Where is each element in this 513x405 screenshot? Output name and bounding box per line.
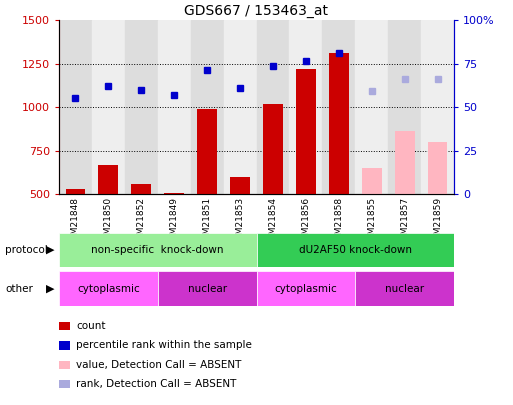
Bar	[355, 271, 454, 306]
Text: cytoplasmic: cytoplasmic	[77, 284, 140, 294]
Bar	[256, 271, 355, 306]
Bar	[256, 233, 454, 267]
Bar	[362, 168, 382, 194]
Bar	[197, 109, 217, 194]
Bar	[125, 20, 157, 194]
Text: non-specific  knock-down: non-specific knock-down	[91, 245, 224, 255]
Bar	[256, 20, 289, 194]
Bar	[230, 177, 250, 194]
Text: rank, Detection Call = ABSENT: rank, Detection Call = ABSENT	[76, 379, 237, 389]
Bar	[59, 233, 256, 267]
Bar	[92, 20, 125, 194]
Text: ▶: ▶	[46, 284, 55, 294]
Bar	[59, 20, 92, 194]
Text: other: other	[5, 284, 33, 294]
Bar	[66, 189, 85, 194]
Bar	[164, 193, 184, 194]
Bar	[289, 20, 322, 194]
Text: ▶: ▶	[46, 245, 55, 255]
Bar	[296, 69, 315, 194]
Text: nuclear: nuclear	[188, 284, 227, 294]
Bar	[322, 20, 355, 194]
Bar	[131, 184, 151, 194]
Bar	[224, 20, 256, 194]
Bar	[355, 20, 388, 194]
Bar	[329, 53, 349, 194]
Bar	[263, 104, 283, 194]
Bar	[59, 271, 158, 306]
Text: dU2AF50 knock-down: dU2AF50 knock-down	[299, 245, 412, 255]
Text: protocol: protocol	[5, 245, 48, 255]
Bar	[394, 131, 415, 194]
Text: nuclear: nuclear	[385, 284, 424, 294]
Bar	[98, 165, 118, 194]
Bar	[428, 142, 447, 194]
Title: GDS667 / 153463_at: GDS667 / 153463_at	[185, 4, 328, 18]
Bar	[388, 20, 421, 194]
Bar	[157, 20, 191, 194]
Text: percentile rank within the sample: percentile rank within the sample	[76, 341, 252, 350]
Bar	[158, 271, 256, 306]
Text: cytoplasmic: cytoplasmic	[274, 284, 337, 294]
Text: count: count	[76, 321, 106, 331]
Text: value, Detection Call = ABSENT: value, Detection Call = ABSENT	[76, 360, 242, 370]
Bar	[191, 20, 224, 194]
Bar	[421, 20, 454, 194]
